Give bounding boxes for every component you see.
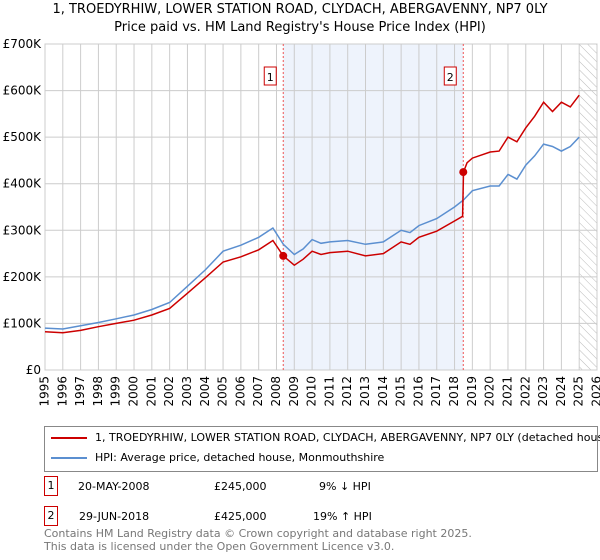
x-tick-label: 1997	[73, 376, 87, 407]
x-tick-label: 1996	[55, 376, 69, 407]
series-line	[44, 136, 580, 330]
sale-hpi-diff: 19% ↑ HPI	[313, 510, 372, 523]
sale-date: 29-JUN-2018	[79, 510, 150, 523]
chart-title: 1, TROEDYRHIW, LOWER STATION ROAD, CLYDA…	[52, 2, 548, 17]
y-tick-label: £500K	[3, 130, 43, 144]
x-tick-label: 2019	[465, 376, 479, 407]
x-tick-label: 1998	[91, 376, 105, 407]
legend-red-line	[51, 436, 87, 439]
legend-label-hpi: HPI: Average price, detached house, Monm…	[95, 451, 385, 464]
sale-hpi-diff: 9% ↓ HPI	[319, 480, 371, 493]
sale-marker-box	[263, 66, 277, 86]
x-tick-label: 2001	[144, 376, 158, 407]
y-tick-label: £100K	[3, 316, 43, 330]
x-tick-label: 2018	[447, 376, 461, 407]
y-tick-label: £200K	[3, 270, 43, 284]
y-tick-label: £0	[26, 363, 41, 377]
x-tick-label: 2006	[233, 376, 247, 407]
x-tick-label: 2004	[198, 376, 212, 407]
x-tick-label: 2005	[216, 376, 230, 407]
sale-date: 20-MAY-2008	[78, 480, 150, 493]
x-tick-label: 2002	[162, 376, 176, 407]
x-tick-label: 2016	[411, 376, 425, 407]
forecast-hatch	[579, 44, 597, 370]
y-tick-label: £700K	[3, 37, 43, 51]
x-tick-label: 2026	[590, 376, 600, 407]
x-tick-label: 2020	[483, 376, 497, 407]
chart-subtitle: Price paid vs. HM Land Registry's House …	[114, 20, 486, 35]
x-tick-label: 1995	[38, 376, 52, 407]
x-tick-label: 2015	[394, 376, 408, 407]
y-tick-label: £400K	[3, 177, 43, 191]
series-line	[44, 94, 580, 334]
sale-price: £245,000	[214, 480, 267, 493]
sale-marker-box	[443, 66, 457, 86]
x-tick-label: 2017	[429, 376, 443, 407]
x-tick-label: 2025	[572, 376, 586, 407]
legend-blue-line	[51, 456, 87, 459]
x-tick-label: 2023	[536, 376, 550, 407]
x-tick-label: 2024	[554, 376, 568, 407]
sale-badge: 2	[44, 506, 58, 526]
sale-point	[459, 168, 468, 177]
footer-line-2: This data is licensed under the Open Gov…	[44, 540, 395, 553]
legend: 1, TROEDYRHIW, LOWER STATION ROAD, CLYDA…	[44, 426, 600, 472]
x-tick-label: 2022	[518, 376, 532, 407]
plot-area: 1995 1996 1997 1998 1999 2000 2001 2002 2003 2004…	[3, 37, 600, 407]
y-tick-label: £600K	[3, 84, 43, 98]
x-tick-label: 2013	[358, 376, 372, 407]
x-tick-label: 2008	[269, 376, 283, 407]
sale-price: £425,000	[214, 510, 267, 523]
footer: Contains HM Land Registry data © Crown c…	[44, 527, 472, 553]
footer-line-1: Contains HM Land Registry data © Crown c…	[44, 527, 472, 540]
shaded-period	[283, 44, 464, 370]
plot-border	[44, 43, 598, 371]
sale-badge: 1	[44, 476, 58, 496]
x-tick-label: 2010	[305, 376, 319, 407]
x-tick-label: 2012	[340, 376, 354, 407]
x-tick-label: 2003	[180, 376, 194, 407]
sale-marker-label: 2	[447, 71, 454, 84]
sale-point	[279, 251, 288, 260]
x-tick-label: 2011	[322, 376, 336, 407]
x-tick-label: 2000	[127, 376, 141, 407]
y-tick-label: £300K	[3, 223, 43, 237]
legend-label-property: 1, TROEDYRHIW, LOWER STATION ROAD, CLYDA…	[95, 431, 600, 444]
x-tick-label: 1999	[109, 376, 123, 407]
sale-marker-label: 1	[267, 71, 274, 84]
x-tick-label: 2021	[500, 376, 514, 407]
x-tick-label: 2007	[251, 376, 265, 407]
x-tick-label: 2014	[376, 376, 390, 407]
x-tick-label: 2009	[287, 376, 301, 407]
